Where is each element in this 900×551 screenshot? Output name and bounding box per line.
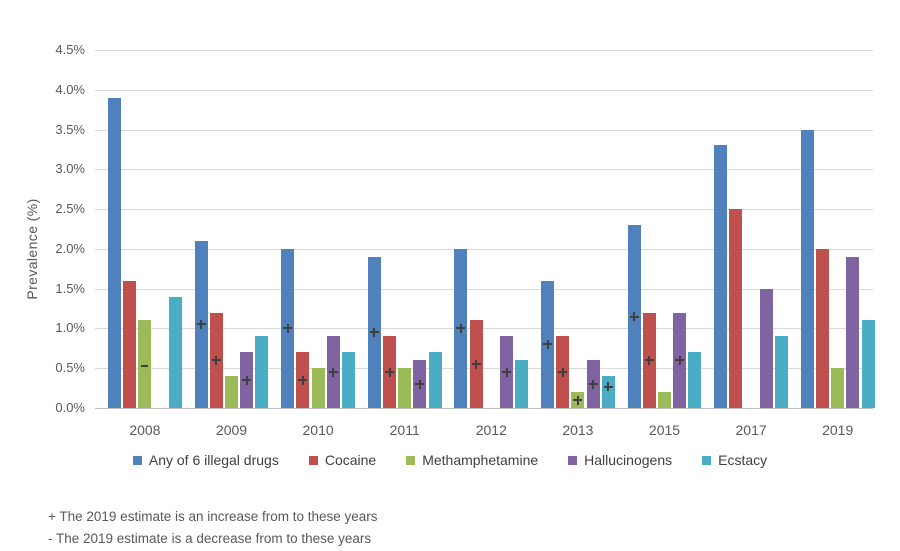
x-tick-label: 2015 (648, 422, 681, 438)
y-tick-label: 2.5% (55, 201, 85, 217)
bar-methamphetamine-2019 (831, 368, 845, 408)
gridline (95, 129, 873, 131)
significance-marker (675, 355, 685, 365)
significance-marker (242, 375, 252, 385)
significance-marker (415, 379, 425, 389)
y-tick-label: 2.0% (55, 240, 85, 256)
bar-methamphetamine-2008 (138, 320, 152, 408)
significance-marker (196, 319, 206, 329)
significance-marker (558, 367, 568, 377)
footnote-line: - The 2019 estimate is a decrease from t… (48, 531, 372, 546)
bar-ecstacy-2009 (255, 336, 269, 408)
y-tick-label: 1.0% (55, 320, 85, 336)
bar-ecstacy-2011 (428, 352, 442, 408)
bar-ecstacy-2013 (601, 376, 615, 408)
legend-swatch (132, 455, 142, 465)
y-tick-label: 4.5% (55, 42, 85, 57)
x-tick-label: 2011 (389, 422, 420, 438)
legend: Any of 6 illegal drugs Cocaine Methampheta… (0, 452, 900, 468)
gridline (95, 328, 873, 330)
significance-marker (588, 379, 598, 389)
legend-swatch (406, 455, 416, 465)
bar-cocaine-2017 (729, 209, 743, 408)
x-tick-label: 2008 (129, 422, 161, 438)
legend-label: Methamphetamine (422, 452, 539, 468)
bar-any-of-6-illegal-drugs-2019 (800, 129, 814, 408)
significance-marker (471, 359, 481, 369)
y-axis-title: Prevalence (%) (24, 198, 40, 300)
footnote-line: + The 2019 estimate is an increase from … (48, 509, 378, 524)
legend-label: Cocaine (324, 452, 377, 468)
bar-methamphetamine-2011 (398, 368, 412, 408)
bar-methamphetamine-2009 (225, 376, 238, 408)
significance-marker (543, 339, 552, 349)
x-tick-label: 2009 (215, 422, 248, 438)
y-tick-label: 3.0% (55, 161, 85, 177)
y-tick-label: 1.5% (55, 280, 85, 296)
bar-ecstacy-2017 (775, 336, 788, 408)
bar-methamphetamine-2015 (658, 392, 671, 408)
bar-ecstacy-2012 (515, 360, 529, 408)
y-tick-label: 0.0% (55, 400, 85, 415)
bar-ecstacy-2015 (688, 352, 702, 408)
gridline (95, 248, 873, 250)
x-axis-line (95, 408, 873, 409)
significance-marker (629, 312, 639, 321)
legend-swatch (308, 455, 318, 465)
legend-swatch (702, 455, 712, 465)
significance-marker (502, 367, 511, 377)
bar-ecstacy-2019 (861, 320, 875, 408)
legend-swatch (568, 455, 578, 465)
bar-ecstacy-2010 (342, 352, 355, 408)
significance-marker (385, 367, 394, 377)
bar-hallucinogens-2017 (759, 288, 773, 408)
significance-marker (140, 361, 149, 370)
legend-item-any-of-6-illegal-drugs: Any of 6 illegal drugs (132, 452, 279, 468)
bar-any-of-6-illegal-drugs-2008 (108, 97, 121, 408)
y-tick-label: 0.5% (55, 360, 85, 376)
x-tick-label: 2012 (475, 422, 507, 438)
significance-marker (644, 355, 654, 365)
significance-marker (211, 355, 221, 365)
bar-methamphetamine-2010 (311, 368, 325, 408)
x-tick-label: 2010 (302, 422, 334, 438)
bar-any-of-6-illegal-drugs-2017 (714, 145, 728, 408)
gridline (95, 368, 873, 370)
gridline (95, 89, 873, 91)
gridline (95, 288, 873, 290)
legend-item-hallucinogens: Hallucinogens (568, 452, 672, 468)
legend-label: Ecstacy (718, 452, 768, 468)
legend-item-ecstacy: Ecstacy (702, 452, 767, 468)
gridline (95, 169, 873, 171)
significance-marker (298, 375, 308, 385)
legend-label: Hallucinogens (584, 452, 673, 468)
significance-marker (283, 323, 293, 333)
significance-marker (456, 323, 466, 333)
footnotes: + The 2019 estimate is an increase from … (48, 506, 378, 550)
legend-item-methamphetamine: Methamphetamine (406, 452, 538, 468)
significance-marker (573, 395, 583, 405)
x-tick-label: 2019 (822, 422, 854, 438)
y-tick-label: 4.0% (55, 81, 85, 97)
x-tick-label: 2017 (735, 422, 767, 438)
significance-marker (328, 367, 338, 377)
bar-cocaine-2008 (123, 280, 137, 408)
significance-marker (369, 327, 379, 337)
y-tick-label: 3.5% (55, 121, 85, 137)
bar-hallucinogens-2019 (846, 256, 860, 408)
gridline (95, 209, 873, 211)
bar-ecstacy-2008 (168, 296, 182, 408)
gridline (95, 50, 873, 51)
bar-cocaine-2019 (816, 248, 829, 408)
legend-label: Any of 6 illegal drugs (148, 452, 279, 468)
legend-item-cocaine: Cocaine (308, 452, 377, 468)
x-tick-label: 2013 (562, 422, 594, 438)
significance-marker (603, 382, 613, 392)
